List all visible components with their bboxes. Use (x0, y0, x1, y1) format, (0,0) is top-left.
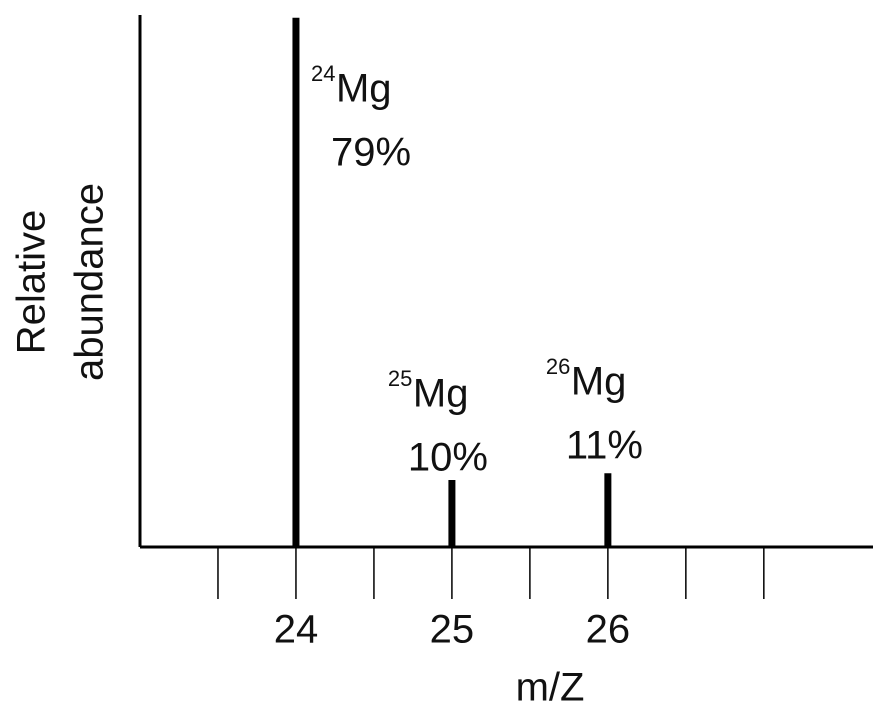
isotope-mass: 25 (388, 366, 412, 391)
value-label: 11% (566, 424, 643, 468)
y-axis-label: Relative (10, 210, 54, 355)
isotope-symbol: Mg (571, 360, 627, 404)
y-axis-label: abundance (68, 183, 112, 381)
x-axis-label: m/Z (516, 666, 585, 709)
isotope-mass: 26 (546, 354, 570, 379)
isotope-mass: 24 (311, 61, 335, 86)
isotope-symbol: Mg (413, 372, 469, 416)
isotope-symbol: Mg (336, 67, 392, 111)
x-tick-label: 25 (430, 608, 475, 652)
x-tick-label: 26 (586, 608, 631, 652)
value-label: 10% (408, 436, 488, 480)
x-tick-label: 24 (274, 608, 319, 652)
value-label: 79% (331, 131, 411, 175)
